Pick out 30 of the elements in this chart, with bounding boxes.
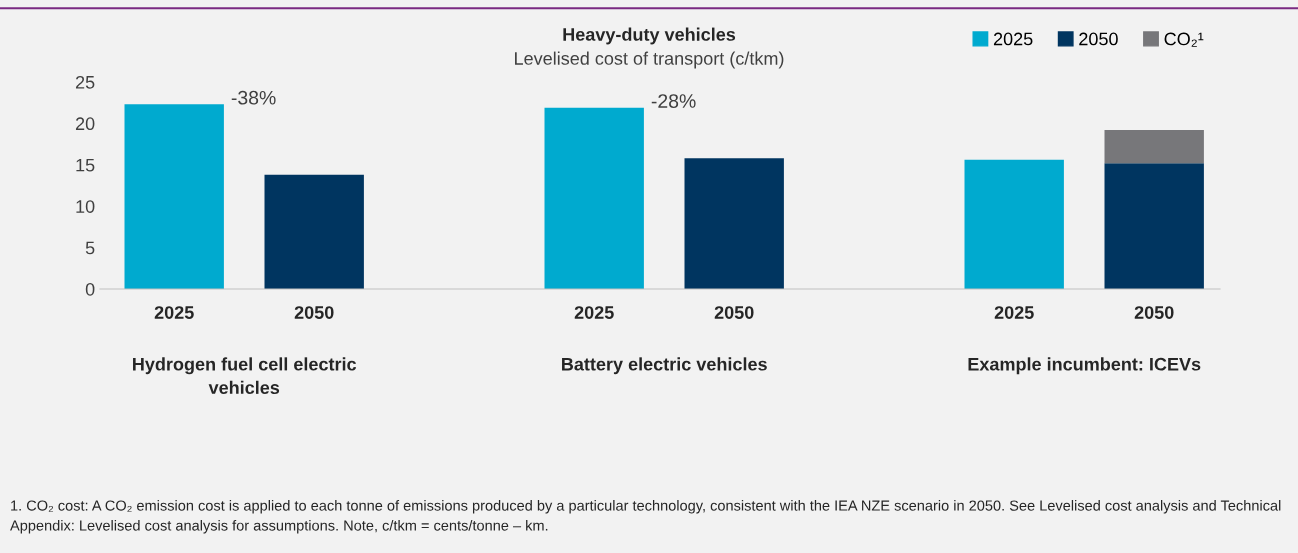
y-tick-label: 25: [75, 75, 95, 89]
text: Example incumbent: ICEVs: [968, 357, 1201, 375]
legend-label: CO₂¹: [1164, 32, 1204, 47]
y-tick-label: 10: [76, 200, 95, 213]
x-tick-label: 2025: [574, 306, 614, 319]
annotation: -28%: [651, 94, 696, 108]
x-tick-label: 2025: [154, 306, 194, 319]
legend-label: 2050: [1079, 32, 1118, 46]
bar: [544, 107, 644, 289]
text: Hydrogen fuel cell electric vehicles: [133, 357, 357, 395]
y-tick-label: 0: [85, 282, 95, 296]
legend-label: 2025: [993, 32, 1033, 46]
bar: [1104, 163, 1204, 289]
x-tick-label: 2050: [1134, 306, 1174, 319]
text: 1. CO₂ cost: A CO₂ emission cost is applied to each tonne of emissions produced by a particular technology, consistent with the IEA NZE scenario in 2050. See Levelised cost analysis and Technical Appendix: Levelised cost analysis for assumptions. Note, c/tkm = cents/tonne – km.: [10, 500, 1281, 534]
bar: [684, 158, 784, 289]
bar: [964, 159, 1064, 289]
y-tick-label: 15: [76, 158, 95, 172]
bar: [264, 174, 364, 289]
chart-title: Heavy-duty vehicles: [563, 27, 736, 45]
x-tick-label: 2050: [714, 306, 754, 319]
x-tick-label: 2050: [294, 306, 334, 319]
text: Battery electric vehicles: [562, 357, 767, 375]
bar: [124, 104, 224, 289]
y-tick-label: 5: [85, 241, 95, 255]
annotation: -38%: [231, 90, 276, 105]
chart-subtitle: Levelised cost of transport (c/tkm): [515, 51, 784, 69]
bar: [1104, 130, 1204, 164]
x-tick-label: 2025: [994, 306, 1034, 319]
y-tick-label: 20: [75, 117, 95, 131]
